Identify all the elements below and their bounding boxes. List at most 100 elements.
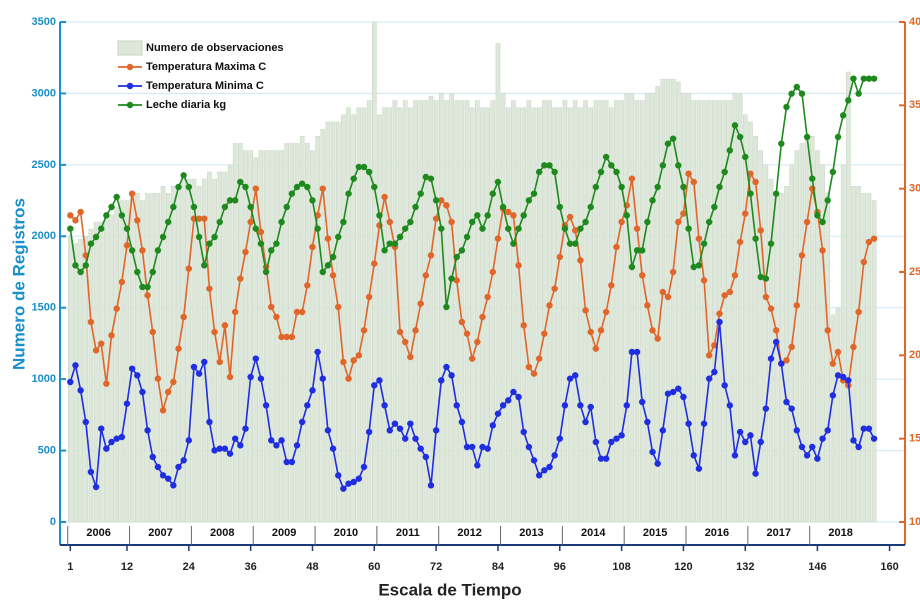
point [77, 387, 84, 394]
point [716, 318, 723, 326]
point [654, 183, 661, 191]
point [819, 218, 826, 226]
point [396, 425, 404, 432]
point [360, 163, 368, 171]
point [67, 378, 74, 386]
point [747, 190, 754, 197]
bar [485, 107, 490, 523]
point [128, 190, 136, 197]
point [618, 218, 625, 226]
point [685, 420, 692, 427]
point [834, 372, 842, 379]
bar [274, 150, 279, 523]
x-tick-label: 132 [736, 561, 754, 573]
point [432, 197, 440, 204]
point [118, 278, 126, 286]
point [458, 418, 466, 426]
bar [742, 114, 748, 523]
point [592, 345, 600, 352]
bar [572, 100, 578, 523]
point [144, 427, 151, 434]
point [669, 268, 677, 276]
bar [160, 186, 166, 523]
point [443, 303, 450, 311]
bar [815, 150, 820, 523]
point [170, 203, 177, 211]
x-tick-label: 120 [674, 561, 692, 573]
point [566, 213, 574, 221]
point [252, 355, 259, 362]
bar [794, 150, 800, 523]
bar [748, 121, 753, 523]
point [123, 242, 131, 249]
point [788, 405, 795, 412]
point [386, 218, 393, 226]
point [700, 240, 708, 247]
point [829, 168, 837, 176]
point [417, 300, 424, 307]
point [252, 225, 259, 232]
point [206, 285, 213, 292]
point [350, 357, 357, 364]
x-tick-label: 96 [554, 561, 566, 573]
point [608, 282, 615, 289]
point [535, 472, 543, 479]
point [118, 212, 126, 219]
bar [387, 107, 393, 523]
point [525, 197, 533, 204]
point [402, 338, 409, 346]
point [371, 382, 378, 389]
point [742, 210, 749, 217]
point [314, 348, 321, 356]
point [829, 360, 837, 367]
bar [140, 200, 145, 523]
point [535, 168, 543, 176]
point [834, 133, 842, 141]
point [700, 420, 708, 427]
point [293, 308, 301, 316]
point [185, 183, 193, 191]
point [577, 225, 584, 232]
y-tick-label: 0 [50, 516, 56, 528]
point [82, 418, 89, 426]
point [592, 438, 600, 446]
point [762, 293, 770, 301]
point [278, 437, 285, 444]
bar [691, 100, 697, 523]
point [515, 393, 522, 401]
point [628, 263, 636, 271]
point [298, 308, 306, 316]
y-tick-label: 3500 [32, 16, 56, 28]
bar [253, 157, 259, 523]
point [762, 275, 770, 282]
point [448, 218, 455, 226]
point [123, 225, 131, 232]
point [675, 162, 682, 169]
point [257, 375, 265, 382]
point [546, 302, 553, 309]
point [695, 465, 703, 472]
y2-tick-label: 30 [909, 183, 920, 195]
point [180, 172, 187, 179]
point [376, 377, 383, 384]
point [453, 253, 460, 261]
point [438, 197, 445, 204]
point [273, 442, 280, 449]
bar [134, 193, 140, 523]
point [721, 382, 728, 389]
bar [614, 100, 619, 523]
point [443, 202, 450, 209]
point [608, 162, 615, 169]
point [402, 435, 409, 442]
point [824, 327, 831, 334]
point [438, 225, 445, 232]
bar [675, 81, 681, 523]
point [757, 227, 764, 234]
bar [804, 136, 810, 523]
bar [763, 164, 769, 523]
point [108, 438, 115, 446]
point [752, 235, 759, 242]
bar [639, 100, 645, 523]
point [798, 443, 806, 451]
point [458, 318, 466, 326]
